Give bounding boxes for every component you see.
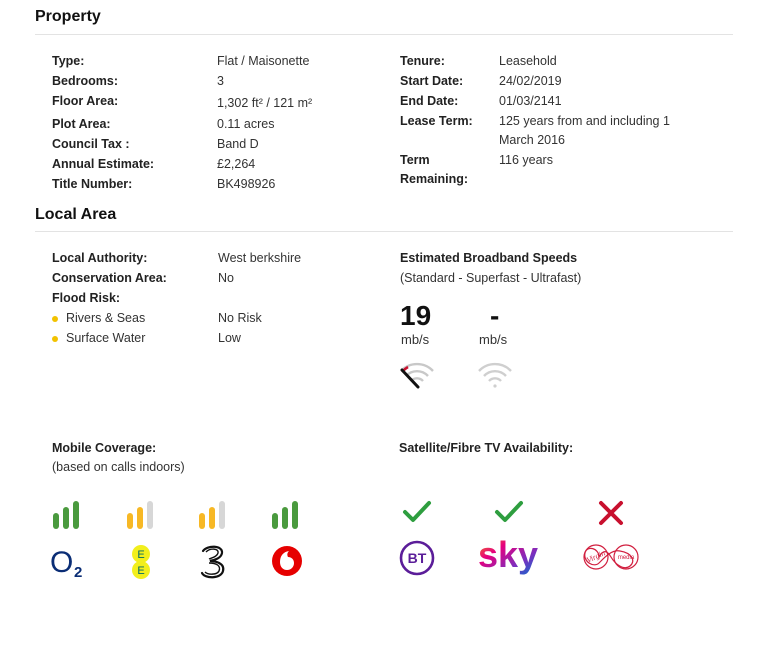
vodafone-signal-bars-icon — [272, 501, 298, 529]
term-remaining-value: 116 years — [499, 153, 553, 167]
svg-text:media: media — [618, 555, 635, 561]
broadband-subtitle: (Standard - Superfast - Ultrafast) — [400, 271, 582, 285]
local-area-divider — [35, 231, 733, 232]
svg-text:O: O — [50, 546, 73, 579]
local-authority-value: West berkshire — [218, 251, 302, 265]
conservation-area-label: Conservation Area: — [52, 271, 167, 285]
surface-water-label: Surface Water — [66, 331, 146, 345]
mobile-coverage-title: Mobile Coverage: — [52, 441, 157, 455]
rivers-seas-value: No Risk — [218, 311, 262, 325]
lease-term-value-line2: March 2016 — [499, 133, 566, 147]
sky-available-check-icon — [495, 501, 523, 522]
floor-area-value: 1,302 ft² / 121 m² — [217, 96, 313, 110]
wifi-speed-gauge-icon — [400, 362, 434, 389]
annual-estimate-label: Annual Estimate: — [52, 157, 155, 171]
svg-text:E: E — [137, 549, 144, 561]
council-tax-label: Council Tax : — [52, 137, 130, 151]
start-date-label: Start Date: — [400, 74, 464, 88]
tv-availability-title: Satellite/Fibre TV Availability: — [399, 441, 574, 455]
three-logo-icon — [200, 545, 225, 579]
lease-term-label: Lease Term: — [400, 114, 473, 128]
mobile-coverage-subtitle: (based on calls indoors) — [52, 460, 185, 474]
end-date-value: 01/03/2141 — [499, 94, 562, 108]
sky-logo-icon: sky — [478, 534, 538, 575]
property-divider — [35, 34, 733, 35]
svg-text:sky: sky — [478, 534, 538, 575]
ee-logo-icon: E E — [132, 545, 150, 579]
broadband-standard-unit: mb/s — [401, 332, 430, 347]
bedrooms-value: 3 — [217, 74, 224, 88]
plot-area-label: Plot Area: — [52, 117, 111, 131]
surface-water-value: Low — [218, 331, 241, 345]
floor-area-label: Floor Area: — [52, 94, 119, 108]
surface-water-bullet — [52, 336, 58, 342]
title-number-label: Title Number: — [52, 177, 133, 191]
property-heading: Property — [35, 8, 101, 25]
svg-text:Virgin: Virgin — [585, 548, 607, 564]
type-value: Flat / Maisonette — [217, 54, 310, 68]
term-remaining-label-line2: Remaining: — [400, 172, 469, 186]
svg-text:2: 2 — [74, 564, 82, 581]
local-area-heading: Local Area — [35, 206, 117, 223]
end-date-label: End Date: — [400, 94, 459, 108]
bedrooms-label: Bedrooms: — [52, 74, 118, 88]
bt-available-check-icon — [403, 501, 431, 522]
vodafone-logo-icon — [272, 546, 302, 576]
lease-term-value-line1: 125 years from and including 1 — [499, 114, 670, 128]
svg-text:E: E — [137, 565, 144, 577]
broadband-standard-speed: 19 — [400, 300, 432, 331]
bt-logo-icon: BT — [399, 540, 435, 576]
term-remaining-label-line1: Term — [400, 153, 430, 167]
tenure-value: Leasehold — [499, 54, 557, 68]
flood-risk-label: Flood Risk: — [52, 291, 121, 305]
broadband-superfast-unit: mb/s — [479, 332, 508, 347]
o2-logo-icon: O 2 — [50, 546, 82, 581]
annual-estimate-value: £2,264 — [217, 157, 256, 171]
wifi-inactive-icon — [478, 362, 512, 388]
ee-signal-bars-icon — [127, 501, 153, 529]
type-label: Type: — [52, 54, 85, 68]
title-number-value: BK498926 — [217, 177, 276, 191]
svg-text:BT: BT — [408, 550, 427, 566]
rivers-seas-label: Rivers & Seas — [66, 311, 146, 325]
conservation-area-value: No — [218, 271, 234, 285]
plot-area-value: 0.11 acres — [217, 117, 275, 131]
three-signal-bars-icon — [199, 501, 225, 529]
broadband-superfast-speed: - — [490, 300, 500, 331]
virgin-media-logo-icon: Virgin media — [583, 544, 639, 570]
start-date-value: 24/02/2019 — [499, 74, 562, 88]
o2-signal-bars-icon — [53, 501, 79, 529]
council-tax-value: Band D — [217, 137, 259, 151]
tenure-label: Tenure: — [400, 54, 445, 68]
local-authority-label: Local Authority: — [52, 251, 148, 265]
broadband-title: Estimated Broadband Speeds — [400, 251, 578, 265]
rivers-seas-bullet — [52, 316, 58, 322]
virgin-unavailable-cross-icon — [599, 501, 623, 525]
